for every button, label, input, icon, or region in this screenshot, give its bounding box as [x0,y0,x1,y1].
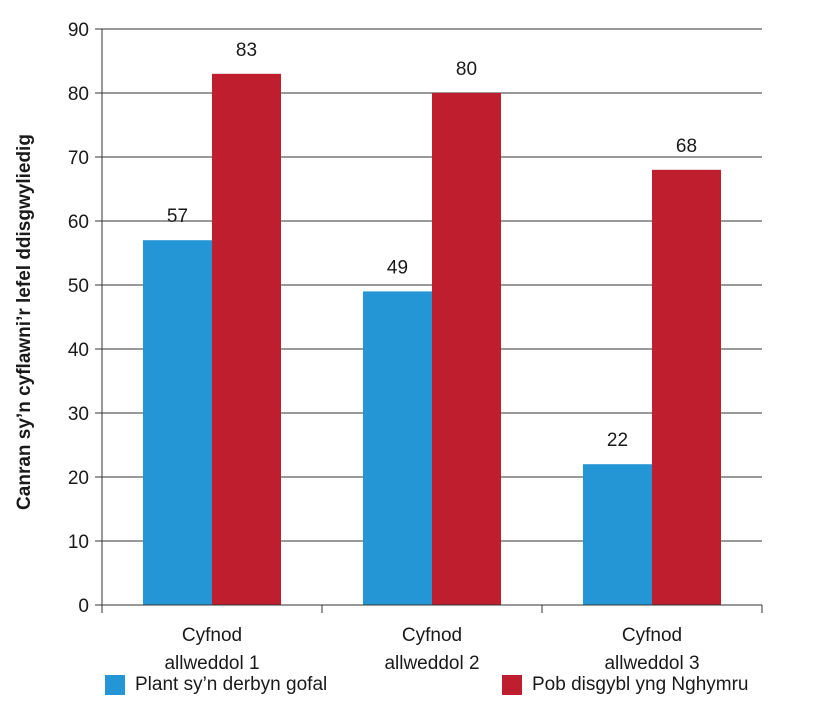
legend-swatch-series-1 [105,675,125,695]
bar [652,169,721,606]
data-label: 83 [236,40,257,61]
bar [432,93,501,605]
y-tick-label: 50 [68,276,89,297]
y-tick-label: 40 [68,340,89,361]
y-axis-ticks: 0 10 20 30 40 50 60 70 80 90 [68,20,103,617]
y-tick-label: 60 [68,212,89,233]
x-category-label: allweddol 2 [384,653,479,670]
x-category-label: allweddol 3 [604,653,699,670]
bar [143,240,212,605]
y-tick-label: 30 [68,404,89,425]
x-category-label: Cyfnod [402,625,462,646]
x-category-label: Cyfnod [182,625,242,646]
legend: Plant sy’n derbyn gofal Pob disgybl yng … [0,674,837,704]
y-tick-label: 10 [68,532,89,553]
legend-label-series-1: Plant sy’n derbyn gofal [135,674,328,695]
bar [583,464,652,605]
x-axis: Cyfnod allweddol 1 Cyfnod allweddol 2 Cyfnod… [101,604,763,670]
legend-swatch-series-2 [502,675,522,695]
y-tick-label: 70 [68,148,89,169]
bar-chart: Canran sy’n cyflawni’r lefel ddisgwylied… [14,20,763,670]
x-category-label: Cyfnod [622,625,682,646]
y-tick-label: 90 [68,20,89,41]
data-label: 80 [456,59,477,80]
data-label: 68 [676,136,697,157]
data-label: 22 [607,430,628,451]
bar [363,291,432,605]
bar [212,73,281,606]
data-label: 57 [167,206,188,227]
legend-item-series-1: Plant sy’n derbyn gofal [105,674,327,696]
y-axis-label: Canran sy’n cyflawni’r lefel ddisgwylied… [14,134,35,510]
y-tick-label: 20 [68,468,89,489]
legend-label-series-2: Pob disgybl yng Nghymru [532,674,749,695]
y-tick-label: 0 [78,596,89,617]
x-category-label: allweddol 1 [164,653,259,670]
legend-item-series-2: Pob disgybl yng Nghymru [502,674,749,696]
y-tick-label: 80 [68,84,89,105]
data-label: 49 [387,257,408,278]
bars [143,73,721,606]
data-labels: 57 83 49 80 22 68 [167,40,697,451]
